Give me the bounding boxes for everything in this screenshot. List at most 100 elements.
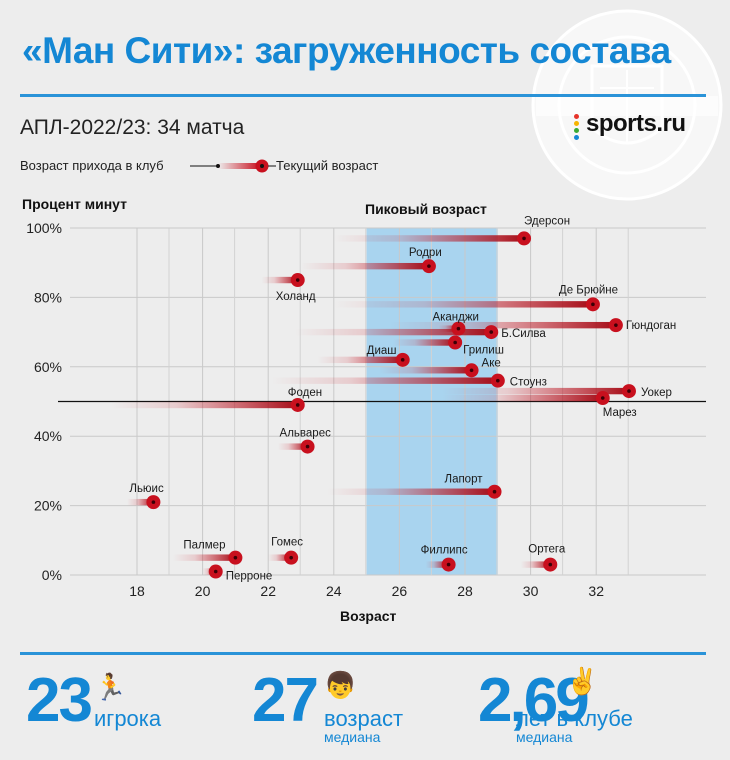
y-tick-label: 80% [34,289,62,305]
tenure-trail [278,443,308,450]
player-label: Лапорт [445,474,484,486]
y-axis-label: Процент минут [22,196,127,212]
y-tick-label: 60% [34,359,62,375]
tenure-trail [520,561,551,568]
player-dot-center [627,389,631,393]
stat-age-value: 27 [252,666,319,735]
player-dot-center [600,396,605,400]
stat-age-unit: возраст [324,706,404,731]
y-tick-label: 40% [34,428,62,444]
tenure-trail [438,325,459,332]
tenure-trail [333,301,593,308]
player-label: Холанд [276,291,316,303]
stat-tenure-sub: медиана [516,729,573,745]
player-label: Льюис [129,483,164,495]
tenure-trail [301,262,429,270]
player-label: Филлипс [421,545,468,557]
player-dot-center [492,489,497,494]
x-tick-label: 30 [523,583,539,599]
stats-divider [20,652,706,655]
player-label: Б.Силва [501,328,546,340]
player-dot-center [295,403,300,407]
x-tick-label: 26 [392,583,408,599]
player-dot-center [427,264,431,268]
player-label: Уокер [641,387,672,399]
boy-icon: 👦 [324,670,357,700]
y-tick-label: 20% [34,498,62,514]
player-label: Стоунз [510,377,547,389]
player-label: Гомес [271,537,303,549]
tenure-trail [317,356,403,364]
player-label: Ортега [528,544,566,556]
y-tick-label: 100% [26,220,62,236]
legend-line-sample [190,159,276,173]
tenure-trail [268,554,292,561]
x-tick-label: 32 [588,583,604,599]
player-dot-center [295,278,300,282]
player-dot-center [213,569,218,574]
tenure-trail [392,339,456,346]
age-minutes-chart: Эдерсон Родри Холанд Де Брюйне Гюндоган Аканд… [26,215,706,599]
club-badge-watermark [531,9,723,201]
player-label: Перроне [226,571,273,583]
player-dot-center [456,326,461,331]
tenure-trail [379,367,472,374]
player-dot-center [469,368,474,373]
stat-players-unit: игрока [94,706,162,731]
player-label: Аке [482,357,501,369]
player-dot-center [151,500,156,504]
player-dot-center [289,555,293,560]
tenure-trail [327,488,495,495]
logo-dots-icon [574,114,580,142]
title-divider [20,94,706,97]
y-tick-label: 0% [42,567,62,583]
player-label: Палмер [183,540,225,552]
x-tick-label: 22 [260,583,276,599]
player-label: Аканджи [432,312,479,324]
x-tick-label: 28 [457,583,473,599]
player-label: Грилиш [463,345,504,357]
legend-current-age: Текущий возраст [276,158,379,173]
player-label: Гюндоган [626,320,676,332]
stat-players-value: 23 [26,666,93,735]
player-dot-center [233,555,238,560]
sports-ru-logo: sports.ru [574,110,714,144]
player-label: Де Брюйне [559,284,618,296]
tenure-trail [294,328,492,336]
player-dot-center [591,302,595,307]
peak-age-label: Пиковый возраст [365,201,487,217]
player-label: Родри [409,247,442,259]
stat-tenure: 2,69 ✌️ лет в клубе медиана [478,666,708,746]
tenure-trail [333,235,525,242]
stat-tenure-unit: лет в клубе [516,706,633,731]
tenure-trail [442,387,629,395]
player-label: Марез [603,407,637,419]
player-dot-center [614,323,618,327]
x-tick-label: 24 [326,583,342,599]
player-dot-center [446,562,451,567]
tenure-trail [110,401,298,409]
player-label: Эдерсон [524,215,570,227]
player-label: Фоден [288,387,322,399]
tenure-trail [425,561,449,568]
runner-icon: 🏃 [94,672,127,702]
x-tick-label: 20 [195,583,211,599]
tenure-trail [261,276,298,284]
player-dot-center [400,358,405,362]
tenure-trail [442,394,603,402]
logo-text: sports.ru [586,110,686,137]
tenure-trail [271,377,498,384]
tenure-trail [389,321,616,329]
player-dot-center [548,562,553,567]
stat-age: 27 👦 возраст медиана [252,666,452,746]
legend-join-age: Возраст прихода в клуб [20,158,164,173]
player-dot-center [496,378,500,383]
tenure-trail [127,498,154,506]
stat-age-sub: медиана [324,729,381,745]
victory-hand-icon: ✌️ [566,666,599,696]
stat-tenure-value: 2,69 [478,666,590,735]
chart-subtitle: АПЛ-2022/23: 34 матча [20,116,245,139]
x-tick-label: 18 [129,583,145,599]
player-dot-center [305,444,310,449]
x-axis-label: Возраст [340,608,397,624]
